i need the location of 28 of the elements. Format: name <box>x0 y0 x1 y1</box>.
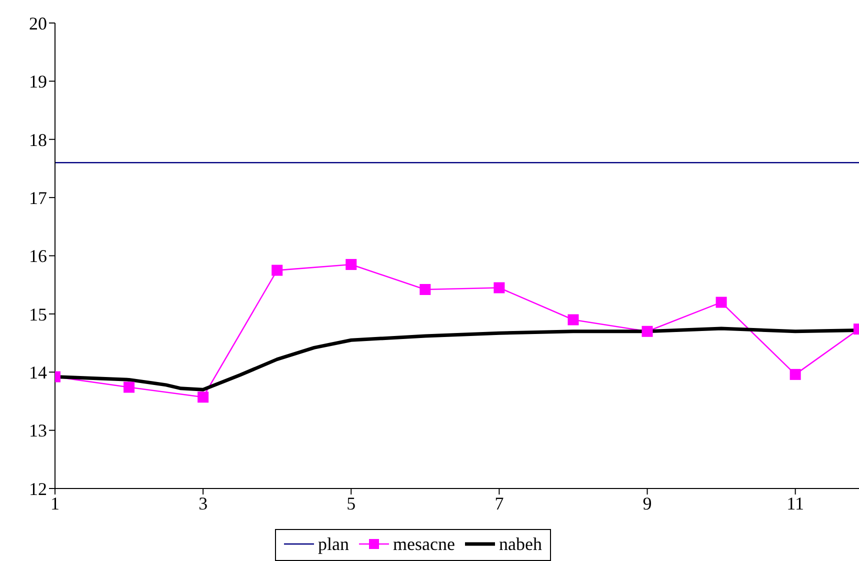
y-tick-label: 16 <box>29 246 47 266</box>
point <box>568 314 579 326</box>
point <box>790 368 801 380</box>
legend-label: mesacne <box>393 534 455 554</box>
x-tick-label: 11 <box>786 493 804 514</box>
x-tick-label: 3 <box>198 493 208 514</box>
point <box>642 326 653 337</box>
point <box>346 258 357 270</box>
y-tick-label: 14 <box>29 362 47 383</box>
point <box>494 282 505 294</box>
point <box>420 284 431 295</box>
point <box>198 392 209 403</box>
y-tick-label: 15 <box>29 304 47 324</box>
legend-label: plan <box>318 534 349 554</box>
y-tick-label: 17 <box>29 188 47 208</box>
x-tick-label: 7 <box>494 493 504 514</box>
point <box>716 296 727 308</box>
x-tick-label: 9 <box>642 493 652 514</box>
y-tick-label: 12 <box>29 478 47 499</box>
point <box>124 382 135 393</box>
x-tick-label: 5 <box>346 493 356 514</box>
legend-label: nabeh <box>498 534 542 554</box>
y-tick-label: 19 <box>29 72 47 92</box>
x-tick-label: 1 <box>50 493 60 514</box>
y-tick-label: 13 <box>29 420 47 441</box>
point <box>272 264 283 276</box>
y-tick-label: 20 <box>29 13 47 34</box>
y-tick-label: 18 <box>29 130 47 150</box>
